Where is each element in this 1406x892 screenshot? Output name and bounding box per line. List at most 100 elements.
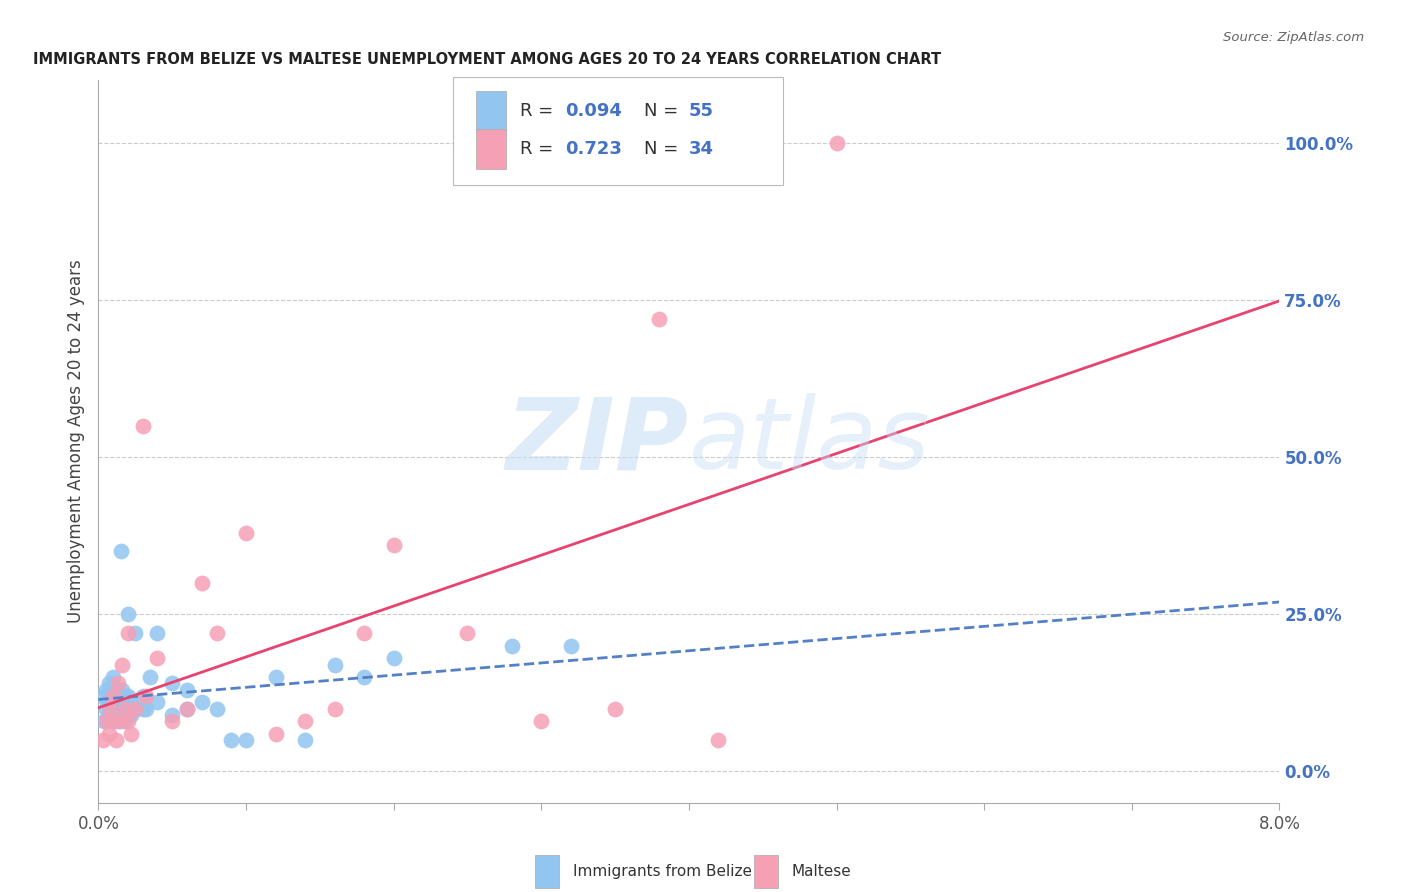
Point	[132, 701, 155, 715]
Point	[98, 701, 121, 715]
Point	[97, 676, 120, 690]
Point	[110, 714, 132, 728]
Point	[105, 682, 128, 697]
Point	[105, 701, 128, 715]
Point	[110, 544, 132, 558]
Point	[264, 670, 287, 684]
Point	[96, 695, 118, 709]
Text: 34: 34	[689, 140, 714, 158]
Point	[139, 670, 162, 684]
Point	[111, 682, 134, 697]
Point	[117, 714, 139, 728]
Point	[117, 689, 139, 703]
Point	[94, 714, 117, 728]
Point	[91, 733, 114, 747]
Point	[107, 676, 129, 690]
Text: 0.723: 0.723	[565, 140, 621, 158]
Point	[114, 689, 136, 703]
Point	[100, 714, 122, 728]
Point	[103, 689, 125, 703]
Point	[124, 626, 146, 640]
Point	[110, 707, 132, 722]
Point	[825, 136, 848, 150]
Point	[132, 689, 155, 703]
Point	[382, 538, 405, 552]
Point	[93, 714, 115, 728]
Point	[605, 701, 627, 715]
Point	[146, 695, 169, 709]
Point	[294, 733, 316, 747]
Text: 0.094: 0.094	[565, 103, 621, 120]
Point	[117, 701, 139, 715]
Point	[353, 670, 375, 684]
Point	[382, 651, 405, 665]
Point	[97, 707, 120, 722]
Point	[103, 689, 125, 703]
Point	[107, 714, 129, 728]
Point	[235, 525, 257, 540]
Text: R =: R =	[520, 103, 560, 120]
Point	[176, 701, 198, 715]
Point	[560, 639, 582, 653]
Point	[114, 714, 136, 728]
Point	[162, 676, 183, 690]
Point	[162, 707, 183, 722]
Point	[91, 689, 114, 703]
FancyBboxPatch shape	[453, 77, 783, 185]
Point	[111, 657, 134, 672]
Point	[103, 701, 125, 715]
Point	[114, 701, 136, 715]
Point	[103, 707, 125, 722]
Point	[103, 670, 125, 684]
Point	[135, 689, 157, 703]
Text: IMMIGRANTS FROM BELIZE VS MALTESE UNEMPLOYMENT AMONG AGES 20 TO 24 YEARS CORRELA: IMMIGRANTS FROM BELIZE VS MALTESE UNEMPL…	[34, 52, 942, 67]
Point	[117, 607, 139, 622]
Point	[120, 707, 142, 722]
Point	[103, 714, 125, 728]
FancyBboxPatch shape	[536, 855, 560, 888]
Point	[111, 695, 134, 709]
Text: Source: ZipAtlas.com: Source: ZipAtlas.com	[1223, 31, 1364, 45]
Point	[124, 701, 146, 715]
Text: N =: N =	[644, 140, 685, 158]
Text: ZIP: ZIP	[506, 393, 689, 490]
FancyBboxPatch shape	[477, 129, 506, 169]
Point	[264, 727, 287, 741]
Point	[98, 701, 121, 715]
Point	[205, 626, 228, 640]
Point	[94, 682, 117, 697]
Point	[221, 733, 243, 747]
Point	[530, 714, 553, 728]
Y-axis label: Unemployment Among Ages 20 to 24 years: Unemployment Among Ages 20 to 24 years	[66, 260, 84, 624]
Point	[124, 701, 146, 715]
Point	[120, 727, 142, 741]
Point	[132, 418, 155, 433]
Point	[191, 575, 214, 590]
Point	[146, 626, 169, 640]
Point	[94, 701, 117, 715]
Point	[648, 312, 671, 326]
Point	[97, 727, 120, 741]
Point	[191, 695, 214, 709]
Point	[176, 701, 198, 715]
Text: atlas: atlas	[689, 393, 931, 490]
Point	[501, 639, 523, 653]
Text: Maltese: Maltese	[792, 864, 852, 879]
Point	[235, 733, 257, 747]
Point	[707, 733, 730, 747]
Point	[353, 626, 375, 640]
Point	[323, 701, 346, 715]
Text: R =: R =	[520, 140, 560, 158]
Point	[205, 701, 228, 715]
Text: N =: N =	[644, 103, 685, 120]
FancyBboxPatch shape	[754, 855, 778, 888]
Point	[135, 701, 157, 715]
FancyBboxPatch shape	[477, 92, 506, 131]
Point	[100, 695, 122, 709]
Point	[107, 695, 129, 709]
Text: Immigrants from Belize: Immigrants from Belize	[574, 864, 752, 879]
Point	[294, 714, 316, 728]
Point	[146, 651, 169, 665]
Point	[117, 626, 139, 640]
Text: 55: 55	[689, 103, 714, 120]
